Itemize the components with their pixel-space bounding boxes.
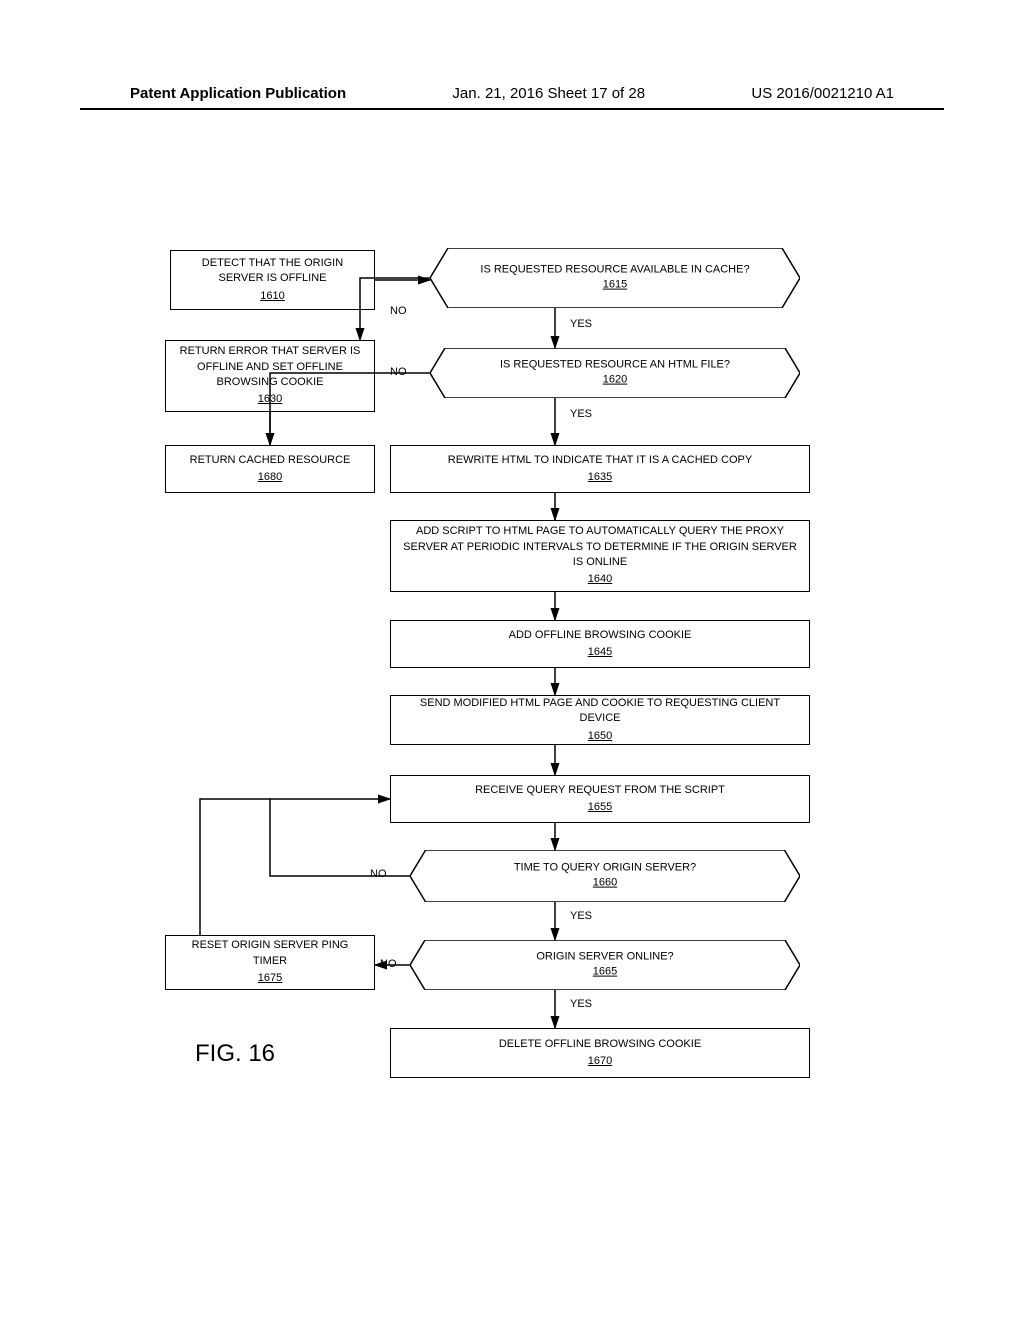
- node-1655: RECEIVE QUERY REQUEST FROM THE SCRIPT 16…: [390, 775, 810, 823]
- label-yes-1620: YES: [570, 408, 592, 420]
- node-1635: REWRITE HTML TO INDICATE THAT IT IS A CA…: [390, 445, 810, 493]
- node-text: IS REQUESTED RESOURCE AN HTML FILE?: [500, 359, 730, 371]
- label-no-1665: NO: [380, 958, 397, 970]
- node-ref: 1650: [588, 729, 612, 744]
- page-container: DETECT THAT THE ORIGIN SERVER IS OFFLINE…: [80, 120, 944, 1240]
- node-text: DETECT THAT THE ORIGIN SERVER IS OFFLINE: [181, 256, 364, 287]
- label-yes-1615: YES: [570, 318, 592, 330]
- header-divider: [80, 108, 944, 110]
- node-1645: ADD OFFLINE BROWSING COOKIE 1645: [390, 620, 810, 668]
- node-1670: DELETE OFFLINE BROWSING COOKIE 1670: [390, 1028, 810, 1078]
- node-ref: 1620: [603, 374, 627, 386]
- node-1630: RETURN ERROR THAT SERVER IS OFFLINE AND …: [165, 340, 375, 412]
- label-no-1620: NO: [390, 366, 407, 378]
- node-text: ORIGIN SERVER ONLINE?: [536, 951, 673, 963]
- decision-content: IS REQUESTED RESOURCE AVAILABLE IN CACHE…: [467, 263, 763, 294]
- label-no-1660: NO: [370, 868, 387, 880]
- decision-1665: ORIGIN SERVER ONLINE? 1665: [410, 940, 800, 990]
- node-text: RETURN ERROR THAT SERVER IS OFFLINE AND …: [176, 344, 364, 390]
- node-ref: 1675: [258, 971, 282, 986]
- node-text: DELETE OFFLINE BROWSING COOKIE: [499, 1037, 701, 1052]
- node-text: TIME TO QUERY ORIGIN SERVER?: [514, 862, 696, 874]
- decision-content: ORIGIN SERVER ONLINE? 1665: [449, 950, 761, 981]
- header-center: Jan. 21, 2016 Sheet 17 of 28: [452, 85, 645, 102]
- node-ref: 1630: [258, 392, 282, 407]
- flowchart: DETECT THAT THE ORIGIN SERVER IS OFFLINE…: [80, 120, 944, 1240]
- label-yes-1665: YES: [570, 998, 592, 1010]
- decision-1660: TIME TO QUERY ORIGIN SERVER? 1660: [410, 850, 800, 902]
- node-ref: 1640: [588, 572, 612, 587]
- node-1640: ADD SCRIPT TO HTML PAGE TO AUTOMATICALLY…: [390, 520, 810, 592]
- node-ref: 1670: [588, 1054, 612, 1069]
- decision-content: IS REQUESTED RESOURCE AN HTML FILE? 1620: [467, 358, 763, 389]
- node-text: RETURN CACHED RESOURCE: [190, 453, 351, 468]
- node-text: REWRITE HTML TO INDICATE THAT IT IS A CA…: [448, 453, 752, 468]
- node-ref: 1680: [258, 470, 282, 485]
- node-ref: 1635: [588, 470, 612, 485]
- node-text: IS REQUESTED RESOURCE AVAILABLE IN CACHE…: [480, 264, 749, 276]
- node-ref: 1665: [593, 966, 617, 978]
- node-1650: SEND MODIFIED HTML PAGE AND COOKIE TO RE…: [390, 695, 810, 745]
- label-yes-1660: YES: [570, 910, 592, 922]
- header-left: Patent Application Publication: [130, 85, 346, 102]
- page-header: Patent Application Publication Jan. 21, …: [0, 85, 1024, 102]
- decision-content: TIME TO QUERY ORIGIN SERVER? 1660: [449, 861, 761, 892]
- node-1680: RETURN CACHED RESOURCE 1680: [165, 445, 375, 493]
- decision-1620: IS REQUESTED RESOURCE AN HTML FILE? 1620: [430, 348, 800, 398]
- node-text: RECEIVE QUERY REQUEST FROM THE SCRIPT: [475, 783, 725, 798]
- node-ref: 1610: [260, 289, 284, 304]
- node-text: SEND MODIFIED HTML PAGE AND COOKIE TO RE…: [401, 696, 799, 727]
- figure-label: FIG. 16: [195, 1040, 275, 1068]
- decision-1615: IS REQUESTED RESOURCE AVAILABLE IN CACHE…: [430, 248, 800, 308]
- node-ref: 1615: [603, 279, 627, 291]
- node-text: ADD OFFLINE BROWSING COOKIE: [509, 628, 692, 643]
- node-text: ADD SCRIPT TO HTML PAGE TO AUTOMATICALLY…: [401, 524, 799, 570]
- node-ref: 1655: [588, 800, 612, 815]
- header-right: US 2016/0021210 A1: [751, 85, 894, 102]
- node-1675: RESET ORIGIN SERVER PING TIMER 1675: [165, 935, 375, 990]
- node-1610: DETECT THAT THE ORIGIN SERVER IS OFFLINE…: [170, 250, 375, 310]
- label-no-1615: NO: [390, 305, 407, 317]
- node-text: RESET ORIGIN SERVER PING TIMER: [176, 938, 364, 969]
- node-ref: 1660: [593, 877, 617, 889]
- node-ref: 1645: [588, 645, 612, 660]
